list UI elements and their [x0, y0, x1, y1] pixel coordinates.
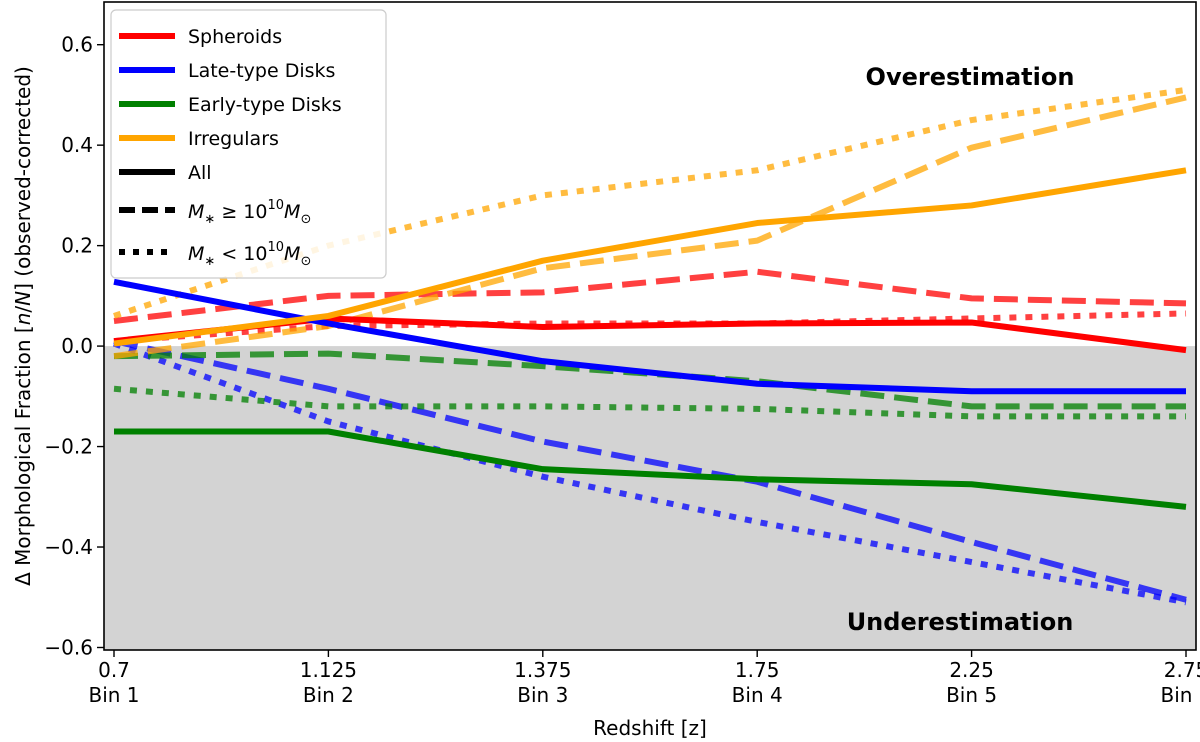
x-axis-label: Redshift [z] — [593, 716, 707, 740]
series-early-type-disks-dotted — [113, 385, 1186, 420]
y-tick-label: 0.2 — [61, 234, 93, 258]
plot-frame — [103, 1, 1197, 651]
series-late-type-disks-dashed — [113, 338, 1187, 603]
mass-high-star: ∗ — [204, 212, 215, 227]
mass-low-m: M — [188, 243, 204, 265]
series-early-type-disks-dashed — [113, 350, 1186, 410]
x-tick-label-bin: Bin 3 — [517, 683, 568, 707]
series-early-type-disks-solid — [114, 428, 1187, 510]
legend-label-mass-high: M∗ ≥ 1010M⊙ — [188, 198, 311, 227]
annotation-overestimation: Overestimation — [866, 63, 1075, 91]
y-tick-label: −0.4 — [44, 535, 93, 559]
mass-high-sun: ⊙ — [300, 212, 311, 227]
y-axis-label: Δ Morphological Fraction [n/N] (observed… — [11, 66, 35, 586]
mass-high-exponent: 10 — [268, 198, 285, 213]
series-layer — [112, 86, 1187, 606]
x-tick-label-z: 2.25 — [949, 658, 994, 682]
mass-high-relation: ≥ 10 — [215, 201, 267, 223]
mass-high-m: M — [188, 201, 204, 223]
x-tick-label-z: 0.7 — [98, 658, 130, 682]
series-irregulars-dotted — [113, 86, 1187, 319]
mass-low-star: ∗ — [204, 254, 215, 269]
y-tick-label: −0.6 — [44, 635, 93, 659]
mass-low-relation: < 10 — [215, 243, 267, 265]
y-tick-label: 0.4 — [61, 133, 93, 157]
mass-low-m2: M — [284, 243, 300, 265]
x-tick-label-z: 1.375 — [514, 658, 571, 682]
mass-low-exponent: 10 — [268, 240, 285, 255]
series-irregulars-dashed — [113, 94, 1187, 360]
x-tick-label-bin: Bin 1 — [88, 683, 139, 707]
series-spheroids-dashed — [113, 268, 1187, 324]
legend-label-early-type-disks: Early-type Disks — [188, 94, 342, 116]
x-tick-label-z: 1.125 — [300, 658, 357, 682]
legend-label-spheroids: Spheroids — [188, 26, 282, 48]
x-tick-label-bin: Bin 4 — [732, 683, 783, 707]
legend-label-irregulars: Irregulars — [188, 128, 279, 150]
x-tick-label-bin: Bin 6 — [1160, 683, 1200, 707]
legend: Spheroids Late-type Disks Early-type Dis… — [110, 9, 387, 279]
x-tick-label-bin: Bin 2 — [303, 683, 354, 707]
mass-low-sun: ⊙ — [300, 254, 311, 269]
underestimation-region — [104, 346, 1196, 650]
x-tick-label-bin: Bin 5 — [946, 683, 997, 707]
legend-label-mass-low: M∗ < 1010M⊙ — [188, 240, 311, 269]
annotation-underestimation: Underestimation — [847, 608, 1074, 636]
y-tick-label: −0.2 — [44, 435, 93, 459]
y-tick-label: 0.6 — [61, 33, 93, 57]
series-irregulars-solid — [113, 167, 1187, 347]
x-tick-label-z: 2.75 — [1164, 658, 1200, 682]
legend-box — [110, 9, 387, 279]
x-tick-label-z: 1.75 — [735, 658, 780, 682]
series-late-type-disks-solid — [113, 278, 1186, 395]
legend-label-late-type-disks: Late-type Disks — [188, 60, 335, 82]
y-tick-label: 0.0 — [61, 334, 93, 358]
mass-high-m2: M — [284, 201, 300, 223]
legend-label-all: All — [188, 162, 212, 184]
